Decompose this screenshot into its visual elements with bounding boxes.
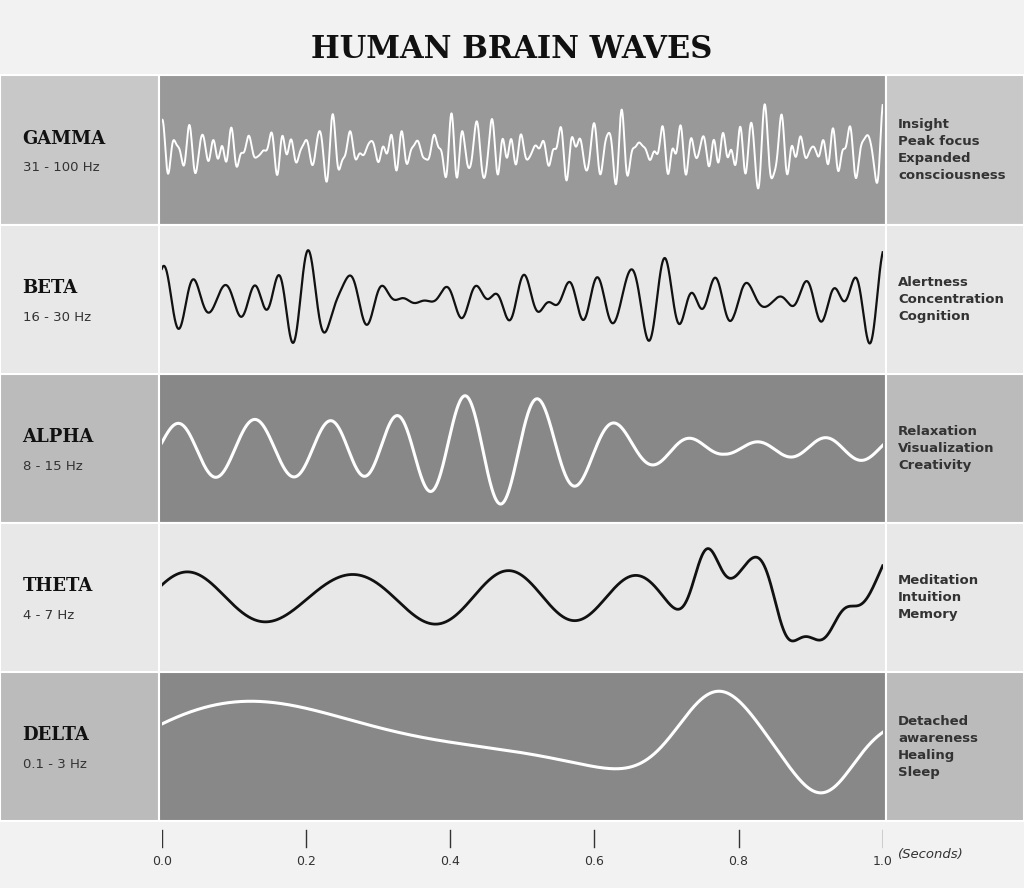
Text: Cognition: Cognition: [898, 310, 970, 322]
Text: 0.4: 0.4: [440, 855, 460, 868]
Text: 0.8: 0.8: [728, 855, 749, 868]
Text: 4 - 7 Hz: 4 - 7 Hz: [23, 609, 74, 622]
Text: Sleep: Sleep: [898, 765, 940, 779]
Text: 0.2: 0.2: [296, 855, 316, 868]
Text: Intuition: Intuition: [898, 591, 963, 604]
Text: Insight: Insight: [898, 118, 950, 131]
Text: Creativity: Creativity: [898, 459, 972, 472]
Text: 16 - 30 Hz: 16 - 30 Hz: [23, 311, 91, 323]
Text: ALPHA: ALPHA: [23, 428, 94, 446]
Text: 0.1 - 3 Hz: 0.1 - 3 Hz: [23, 758, 86, 771]
Text: awareness: awareness: [898, 732, 978, 745]
Text: (Seconds): (Seconds): [898, 848, 964, 860]
Text: 1.0: 1.0: [872, 855, 893, 868]
Text: 0.0: 0.0: [152, 855, 172, 868]
Text: consciousness: consciousness: [898, 169, 1006, 182]
Text: HUMAN BRAIN WAVES: HUMAN BRAIN WAVES: [311, 34, 713, 65]
Text: 0.6: 0.6: [585, 855, 604, 868]
Text: Peak focus: Peak focus: [898, 135, 980, 148]
Text: 8 - 15 Hz: 8 - 15 Hz: [23, 460, 82, 472]
Text: Meditation: Meditation: [898, 575, 979, 587]
Text: THETA: THETA: [23, 577, 93, 595]
Text: 31 - 100 Hz: 31 - 100 Hz: [23, 162, 99, 174]
Text: Memory: Memory: [898, 608, 958, 621]
Text: Alertness: Alertness: [898, 276, 969, 289]
Text: Expanded: Expanded: [898, 152, 972, 165]
Text: GAMMA: GAMMA: [23, 130, 105, 147]
Text: Detached: Detached: [898, 715, 969, 728]
Text: Relaxation: Relaxation: [898, 425, 978, 438]
Text: BETA: BETA: [23, 279, 78, 297]
Text: Visualization: Visualization: [898, 442, 994, 455]
Text: Concentration: Concentration: [898, 293, 1004, 305]
Text: DELTA: DELTA: [23, 726, 89, 744]
Text: Healing: Healing: [898, 749, 955, 762]
